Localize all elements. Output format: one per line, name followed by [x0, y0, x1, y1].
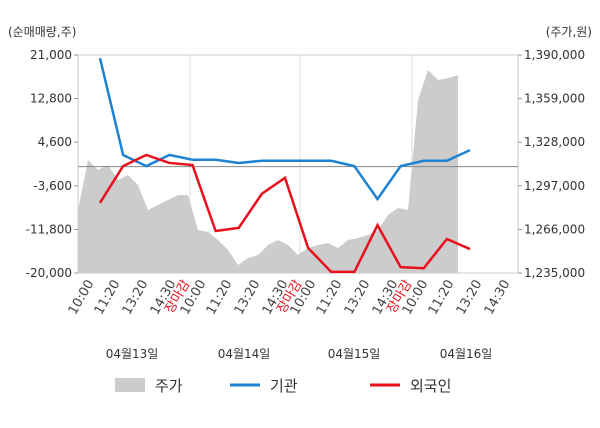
x-tick-label: 14:30	[482, 278, 514, 318]
price-area	[78, 70, 458, 273]
x-tick-label: 13:20	[120, 278, 152, 318]
x-tick-label: 13:20	[454, 278, 486, 318]
date-label: 04월14일	[218, 347, 271, 361]
y2-tick-label: 1,235,000	[524, 266, 585, 280]
date-label: 04월15일	[328, 347, 381, 361]
date-label: 04월13일	[106, 347, 159, 361]
x-tick-label: 13:20	[342, 278, 374, 318]
legend-label: 기관	[270, 377, 298, 395]
x-tick-label: 13:20	[232, 278, 264, 318]
x-tick-label: 11:20	[314, 278, 346, 318]
x-tick-label: 11:20	[204, 278, 236, 318]
series-line	[98, 153, 471, 274]
y-tick-label: -11,800	[26, 222, 72, 236]
y2-axis-title: (주가,원)	[546, 25, 592, 39]
series-line	[98, 57, 471, 202]
y-tick-label: -20,000	[26, 266, 72, 280]
legend-swatch	[115, 378, 145, 392]
y-tick-label: 21,000	[30, 48, 72, 62]
y2-tick-label: 1,297,000	[524, 179, 585, 193]
y-tick-label: 4,600	[38, 135, 72, 149]
y2-tick-label: 1,359,000	[524, 92, 585, 106]
y-tick-label: -3,600	[33, 179, 72, 193]
y-axis-title: (순매매량,주)	[8, 25, 76, 39]
y2-tick-label: 1,390,000	[524, 48, 585, 62]
y2-tick-label: 1,266,000	[524, 222, 585, 236]
date-label: 04월16일	[440, 347, 493, 361]
x-tick-label: 11:20	[426, 278, 458, 318]
y-tick-label: 12,800	[30, 92, 72, 106]
y2-tick-label: 1,328,000	[524, 135, 585, 149]
legend-label: 주가	[155, 377, 183, 395]
legend-label: 외국인	[410, 377, 451, 395]
x-tick-label: 11:20	[92, 278, 124, 318]
